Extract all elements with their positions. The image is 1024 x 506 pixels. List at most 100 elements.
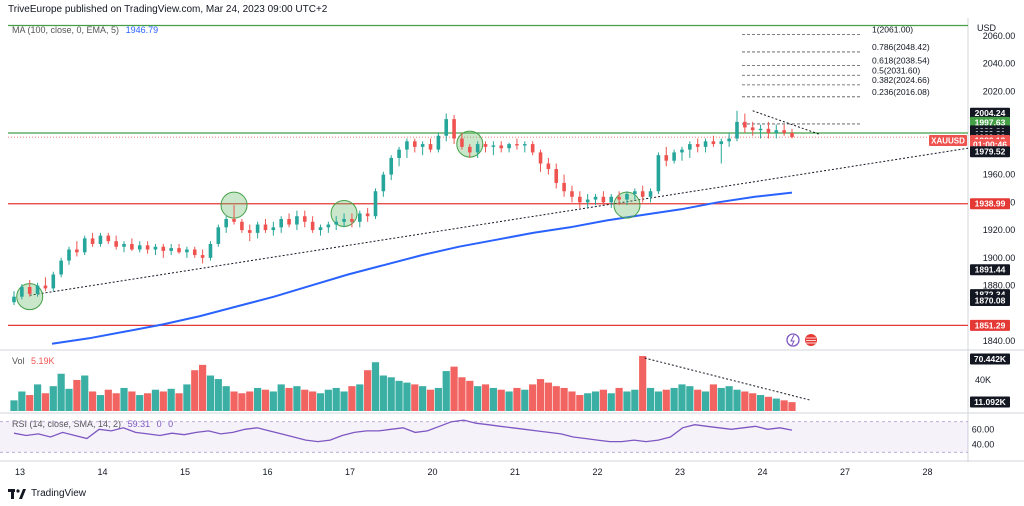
price-tick-label: 1920.00 <box>983 225 1016 235</box>
candle-body <box>523 144 527 146</box>
fib-level-label: 0.236(2016.08) <box>872 87 930 97</box>
candle-body <box>263 224 268 231</box>
volume-bar <box>10 400 18 411</box>
candle-body <box>601 196 606 203</box>
volume-bar <box>772 398 780 411</box>
volume-bar <box>521 389 529 411</box>
ma-legend-label: MA (100, close, 0, EMA, 5) <box>12 25 120 35</box>
candle-body <box>12 296 16 303</box>
volume-bar <box>631 389 639 411</box>
candle-body <box>578 196 582 203</box>
candle-body <box>67 249 71 261</box>
descending-trendline <box>752 110 820 135</box>
time-tick-label: 16 <box>262 467 272 477</box>
price-tag-label: 1891.44 <box>975 265 1006 275</box>
candle-body <box>562 182 566 192</box>
candle-body <box>98 235 103 244</box>
volume-bar <box>151 389 160 411</box>
volume-bar <box>379 375 387 411</box>
candle-body <box>326 224 331 228</box>
volume-bar <box>41 393 50 411</box>
time-tick-label: 27 <box>840 467 850 477</box>
candle-body <box>145 245 150 250</box>
volume-bar <box>395 380 403 411</box>
fib-level-label: 0.618(2038.54) <box>872 56 930 66</box>
rsi-legend[interactable]: RSI (14, close, SMA, 14, 2) 59.31 0 0 <box>12 419 173 429</box>
candle-body <box>444 119 449 136</box>
event-lightning-icon <box>786 333 800 347</box>
candle-body <box>185 249 189 253</box>
candle-body <box>365 213 370 217</box>
candle-body <box>357 213 362 222</box>
volume-bar <box>238 393 246 411</box>
candle-body <box>302 216 307 222</box>
volume-bar <box>481 384 490 411</box>
candle-body <box>59 260 63 275</box>
volume-bar <box>261 389 270 411</box>
volume-bar <box>364 370 372 411</box>
volume-bar <box>733 389 741 411</box>
volume-bar <box>458 377 466 411</box>
volume-bar <box>529 384 537 411</box>
candle-body <box>35 285 40 294</box>
volume-tag-bg <box>970 396 1010 408</box>
volume-legend[interactable]: Vol 5.19K <box>12 356 55 366</box>
volume-bar <box>411 384 419 411</box>
candle-body <box>161 246 166 251</box>
candle-body <box>782 130 786 133</box>
ascending-trendline <box>29 147 969 296</box>
price-tag-bg <box>970 116 1010 128</box>
volume-bar <box>49 386 57 411</box>
publisher-header: TriveEurope published on TradingView.com… <box>8 4 328 15</box>
candle-body <box>664 155 669 161</box>
candle-body <box>271 227 276 231</box>
candle-body <box>43 285 48 289</box>
time-tick-label: 14 <box>97 467 107 477</box>
currency-label: USD <box>977 23 997 33</box>
volume-bar <box>26 395 34 411</box>
volume-bar <box>450 366 458 411</box>
candle-body <box>177 248 181 253</box>
candle-body <box>334 221 339 225</box>
price-tick-label: 1900.00 <box>983 253 1016 263</box>
candle-body <box>122 243 126 247</box>
ma-legend[interactable]: MA (100, close, 0, EMA, 5) 1946.79 <box>12 25 158 35</box>
volume-bar <box>269 391 277 411</box>
ma-legend-value: 1946.79 <box>125 25 159 35</box>
price-tick-label: 2040.00 <box>983 59 1016 69</box>
price-tag-bg <box>970 146 1010 158</box>
candle-body <box>530 144 535 153</box>
volume-bar <box>81 375 89 411</box>
time-tick-label: 22 <box>592 467 602 477</box>
volume-bar <box>536 379 545 411</box>
candle-body <box>381 174 386 192</box>
volume-bar <box>104 389 112 411</box>
candle-body <box>279 218 283 228</box>
candle-body <box>420 144 425 147</box>
volume-bar <box>112 393 120 411</box>
candle-body <box>51 274 56 289</box>
candle-body <box>130 243 134 250</box>
lightning-icon <box>790 334 795 346</box>
price-tag-bg <box>970 319 1010 331</box>
volume-bar <box>725 386 733 411</box>
price-tag-bg <box>970 107 1010 119</box>
tradingview-footer[interactable]: TradingView <box>8 488 86 499</box>
volume-bar <box>764 396 773 411</box>
price-tag-label: 2004.24 <box>975 108 1006 118</box>
candle-body <box>350 218 354 222</box>
volume-bar <box>544 382 552 411</box>
candle-body <box>546 163 551 170</box>
price-tag-label: 1997.63 <box>975 117 1006 127</box>
candle-body <box>169 248 173 251</box>
volume-bar <box>709 384 718 411</box>
volume-bar <box>497 389 505 411</box>
candle-body <box>499 145 504 149</box>
volume-bar <box>419 386 427 411</box>
volume-tick-label: 40K <box>975 375 991 385</box>
volume-bar <box>120 387 128 411</box>
candle-body <box>727 138 731 142</box>
candle-body <box>617 196 621 200</box>
volume-bar <box>442 371 450 411</box>
